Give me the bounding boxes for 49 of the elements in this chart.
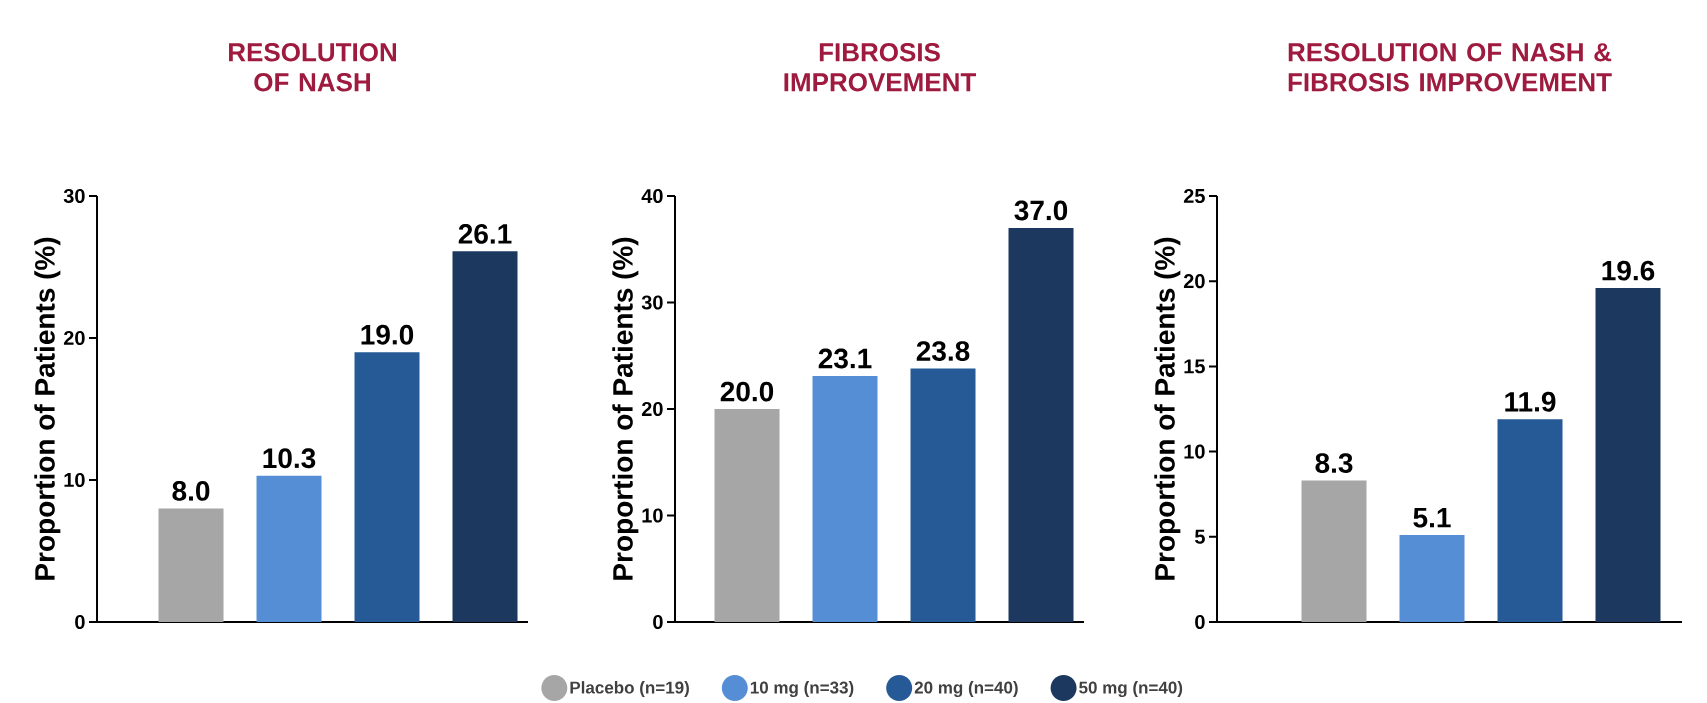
bar: [256, 475, 322, 622]
data-label: 19.0: [361, 324, 414, 345]
data-label: 26.1: [458, 224, 512, 244]
bar: [812, 375, 878, 622]
y-tick-label: 40: [641, 188, 663, 204]
chart-title: RESOLUTION OF NASH & FIBROSIS IMPROVEMENT: [1288, 43, 1612, 92]
y-tick-label: 20: [1183, 274, 1205, 289]
chart-title: FIBROSIS IMPROVEMENT: [784, 43, 977, 92]
y-tick-label: 10: [642, 508, 663, 523]
data-label: 23.1: [818, 348, 872, 369]
y-tick-label: 0: [1195, 614, 1205, 630]
data-label: 10.3: [263, 448, 316, 469]
data-label: 5.1: [1413, 508, 1451, 528]
y-tick-label: 30: [641, 295, 663, 310]
y-tick-label: 25: [1183, 188, 1205, 204]
bar: [452, 251, 518, 622]
bar: [1497, 419, 1563, 622]
bar: [1008, 227, 1074, 622]
bar: [1399, 535, 1465, 622]
data-label: 19.6: [1602, 260, 1655, 281]
y-axis-title: Proportion of Patients (%): [1154, 237, 1181, 580]
y-axis-title: Proportion of Patients (%): [612, 237, 639, 580]
bar: [354, 352, 420, 622]
bar: [158, 508, 224, 622]
data-label: 37.0: [1014, 200, 1068, 221]
legend-label: Placebo (n=19): [570, 681, 689, 697]
legend-label: 10 mg (n=33): [750, 681, 854, 698]
y-tick-label: 10: [64, 472, 85, 488]
chart-title: RESOLUTION OF NASH: [229, 43, 396, 92]
y-axis-title: Proportion of Patients (%): [34, 237, 61, 580]
y-tick-label: 0: [75, 614, 85, 630]
bar: [714, 408, 780, 622]
y-tick-label: 15: [1184, 359, 1205, 374]
y-tick-label: 5: [1194, 529, 1205, 544]
legend-label: 50 mg (n=40): [1079, 681, 1183, 698]
y-tick-label: 10: [1184, 444, 1205, 459]
data-label: 11.9: [1505, 391, 1556, 412]
bar: [1301, 480, 1367, 622]
y-tick-label: 0: [653, 614, 663, 630]
y-tick-label: 20: [641, 401, 663, 417]
data-label: 8.3: [1315, 453, 1353, 474]
data-label: 23.8: [916, 341, 970, 361]
data-label: 20.0: [720, 381, 774, 402]
legend-label: 20 mg (n=40): [914, 681, 1018, 698]
y-tick-label: 20: [63, 330, 85, 346]
y-tick-label: 30: [63, 188, 85, 204]
data-label: 8.0: [172, 481, 210, 501]
bar: [1595, 288, 1661, 622]
bar: [910, 368, 976, 622]
